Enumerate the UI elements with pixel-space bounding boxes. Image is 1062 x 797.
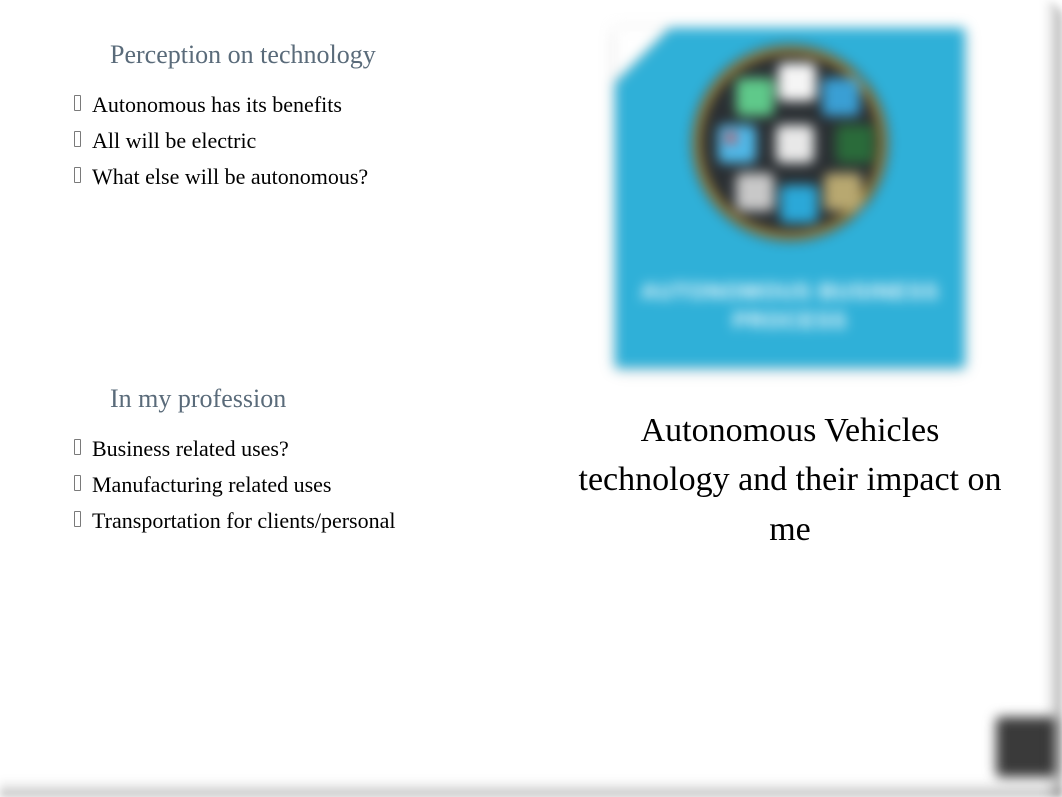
app-icon-badge [726, 133, 736, 143]
list-item: All will be electric [60, 124, 490, 158]
section-perception: Perception on technology Autonomous has … [60, 40, 490, 194]
app-icon [824, 173, 862, 211]
section-profession: In my profession Business related uses? … [60, 384, 490, 538]
shadow-right [1044, 0, 1062, 797]
app-icon [736, 78, 774, 116]
app-icon [822, 78, 860, 116]
list-item: Transportation for clients/personal [60, 504, 490, 538]
app-icon [780, 185, 818, 223]
bullet-list-perception: Autonomous has its benefits All will be … [60, 88, 490, 194]
slide-title: Autonomous Vehicles technology and their… [560, 406, 1020, 554]
app-icon [836, 125, 874, 163]
section-heading-profession: In my profession [110, 384, 490, 414]
thumbnail-image: AUTONOMOUS BUSINESS PROCESS [590, 18, 990, 378]
list-item: Autonomous has its benefits [60, 88, 490, 122]
app-icon [736, 173, 774, 211]
shadow-bottom [0, 779, 1062, 797]
thumbnail-caption: AUTONOMOUS BUSINESS PROCESS [615, 278, 965, 335]
app-icon [776, 125, 814, 163]
thumbnail-caption-line2: PROCESS [733, 308, 848, 333]
thumbnail-card: AUTONOMOUS BUSINESS PROCESS [615, 28, 965, 368]
slide: Perception on technology Autonomous has … [0, 0, 1062, 797]
app-icon [718, 125, 756, 163]
left-column: Perception on technology Autonomous has … [60, 40, 490, 729]
app-icon [778, 63, 816, 101]
right-column: AUTONOMOUS BUSINESS PROCESS Autonomous V… [560, 18, 1020, 554]
bullet-list-profession: Business related uses? Manufacturing rel… [60, 432, 490, 538]
folded-corner-inner [615, 28, 667, 80]
thumbnail-caption-line1: AUTONOMOUS BUSINESS [641, 279, 940, 304]
section-heading-perception: Perception on technology [110, 40, 490, 70]
list-item: What else will be autonomous? [60, 160, 490, 194]
list-item: Manufacturing related uses [60, 468, 490, 502]
list-item: Business related uses? [60, 432, 490, 466]
thumbnail-circle-icon [695, 48, 885, 238]
